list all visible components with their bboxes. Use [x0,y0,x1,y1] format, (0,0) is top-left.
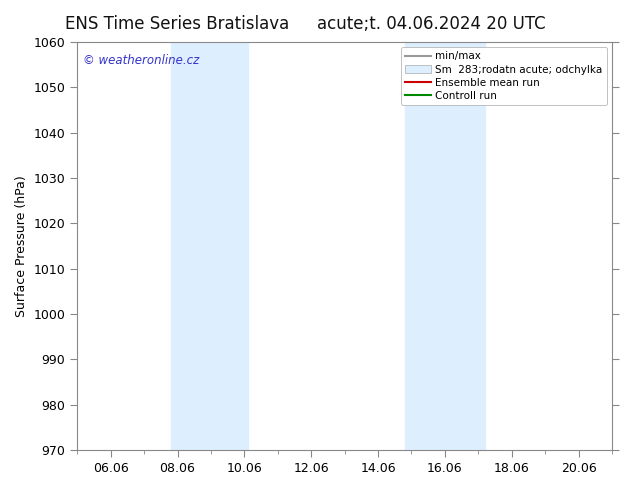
Y-axis label: Surface Pressure (hPa): Surface Pressure (hPa) [15,175,28,317]
Text: © weatheronline.cz: © weatheronline.cz [82,54,199,67]
Bar [171,42,248,450]
Text: acute;t. 04.06.2024 20 UTC: acute;t. 04.06.2024 20 UTC [317,15,545,33]
Legend: min/max, Sm  283;rodatn acute; odchylka, Ensemble mean run, Controll run: min/max, Sm 283;rodatn acute; odchylka, … [401,47,607,105]
Bar [405,42,485,450]
Text: ENS Time Series Bratislava: ENS Time Series Bratislava [65,15,290,33]
